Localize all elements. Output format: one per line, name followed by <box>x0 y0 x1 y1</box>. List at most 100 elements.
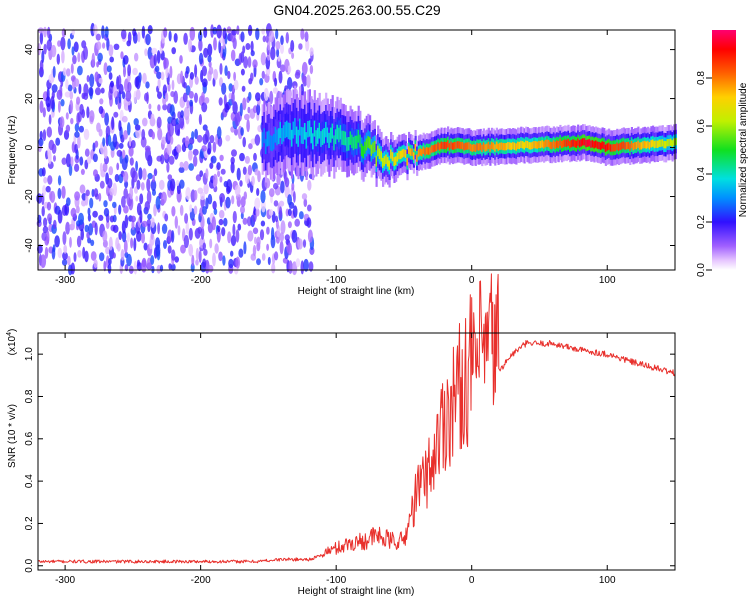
noise-cell <box>65 79 69 89</box>
noise-cell <box>95 33 101 41</box>
ridge-cell <box>339 125 342 140</box>
noise-cell <box>118 231 122 241</box>
noise-cell <box>202 124 208 131</box>
noise-cell <box>227 231 232 244</box>
ridge-cell <box>585 139 588 148</box>
noise-cell <box>112 224 119 233</box>
noise-cell <box>129 157 134 166</box>
noise-cell <box>71 46 75 56</box>
ridge-cell <box>404 150 407 158</box>
x-tick-label: -200 <box>191 275 211 286</box>
ridge-cell <box>380 151 383 162</box>
noise-cell <box>179 55 183 64</box>
noise-cell <box>69 91 74 100</box>
y-tick-label: 0.4 <box>24 474 35 488</box>
noise-cell <box>194 128 199 140</box>
noise-cell <box>231 91 235 105</box>
ridge-cell <box>406 157 409 166</box>
noise-cell <box>287 65 292 74</box>
noise-cell <box>61 259 68 266</box>
noise-cell <box>47 26 51 39</box>
noise-cell <box>164 213 169 222</box>
ridge-cell <box>577 138 580 146</box>
noise-cell <box>157 104 161 112</box>
noise-cell <box>204 97 210 104</box>
noise-cell <box>144 48 148 57</box>
noise-cell <box>151 47 158 55</box>
noise-cell <box>173 33 178 43</box>
ridge-cell <box>619 142 622 151</box>
noise-cell <box>198 31 203 42</box>
ridge-cell <box>364 141 367 154</box>
ridge-cell <box>409 148 412 156</box>
noise-cell <box>93 169 98 178</box>
noise-cell <box>193 205 198 215</box>
noise-cell <box>183 32 188 45</box>
y-tick-label: 1.0 <box>24 347 35 361</box>
ridge-cell <box>536 141 539 149</box>
ridge-cell <box>458 141 461 149</box>
noise-cell <box>180 70 184 84</box>
noise-cell <box>123 205 129 214</box>
noise-cell <box>165 67 169 78</box>
ridge-cell <box>401 149 404 158</box>
noise-cell <box>247 106 251 114</box>
noise-cell <box>188 143 193 151</box>
noise-cell <box>273 182 279 190</box>
ridge-cell <box>625 142 629 150</box>
noise-cell <box>91 52 96 67</box>
noise-cell <box>303 258 309 272</box>
ridge-cell <box>320 131 323 147</box>
ridge-cell <box>505 143 508 151</box>
y-tick-label: 0.2 <box>24 516 35 530</box>
noise-cell <box>106 37 110 51</box>
noise-cell <box>120 29 127 40</box>
noise-cell <box>242 97 247 111</box>
noise-cell <box>212 173 218 187</box>
ridge-cell <box>539 140 542 149</box>
x-tick-label: 100 <box>599 575 616 586</box>
noise-cell <box>301 193 308 200</box>
noise-cell <box>301 73 306 84</box>
noise-cell <box>83 128 90 141</box>
noise-cell <box>248 143 253 150</box>
ridge-cell <box>489 144 492 152</box>
noise-cell <box>188 243 194 257</box>
noise-cell <box>153 168 158 177</box>
noise-cell <box>170 263 176 271</box>
noise-cell <box>222 255 226 266</box>
noise-cell <box>123 130 128 140</box>
noise-cell <box>106 65 112 73</box>
ridge-cell <box>635 141 638 150</box>
ridge-cell <box>263 128 266 144</box>
ridge-cell <box>325 121 328 138</box>
noise-cell <box>94 140 99 148</box>
noise-cell <box>45 96 51 108</box>
noise-cell <box>218 209 225 219</box>
noise-cell <box>212 26 218 35</box>
noise-cell <box>244 113 250 121</box>
noise-cell <box>256 258 261 266</box>
noise-cell <box>207 141 212 155</box>
noise-cell <box>121 195 126 208</box>
noise-cell <box>176 144 182 154</box>
ridge-cell <box>586 139 590 147</box>
noise-cell <box>61 157 67 165</box>
noise-cell <box>43 26 47 38</box>
noise-cell <box>306 217 312 228</box>
noise-cell <box>193 189 198 201</box>
noise-cell <box>227 70 231 80</box>
noise-cell <box>99 162 103 173</box>
y-tick-label: -40 <box>24 238 35 253</box>
noise-cell <box>242 45 246 54</box>
spectrogram-y-ticks: -40 -20 0 20 40 <box>24 44 675 253</box>
noise-cell <box>242 166 247 175</box>
noise-cell <box>107 134 112 147</box>
noise-cell <box>230 161 235 174</box>
noise-cell <box>153 203 157 217</box>
noise-cell <box>242 136 246 148</box>
noise-cell <box>240 51 245 63</box>
noise-cell <box>275 215 278 223</box>
ridge-cell <box>609 144 612 152</box>
noise-cell <box>111 116 115 130</box>
